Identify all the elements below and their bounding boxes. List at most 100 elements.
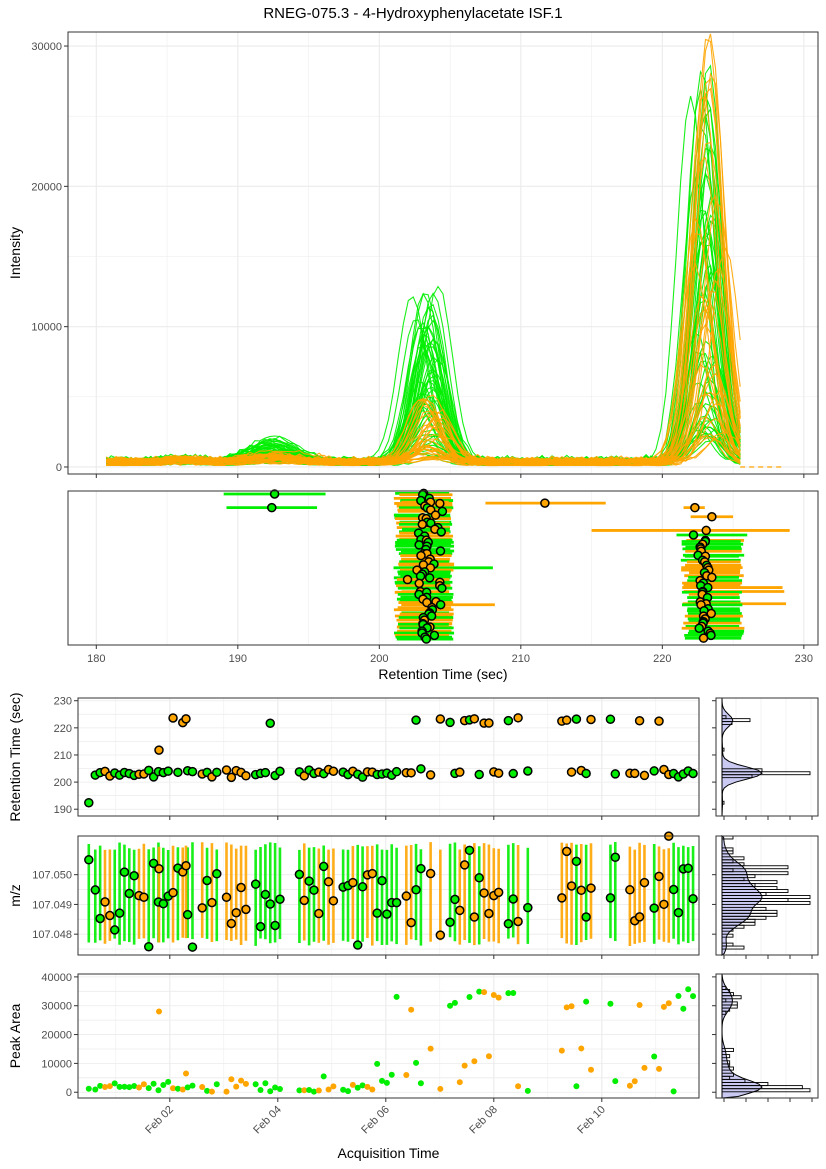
mz-point: [484, 908, 494, 919]
area-point: [315, 1087, 322, 1094]
mz-point: [304, 876, 314, 886]
area-ytick-label: 10000: [41, 1058, 72, 1070]
area-point: [505, 990, 512, 997]
mz-point: [367, 868, 378, 879]
mz-point: [605, 893, 616, 903]
mz-ytick-label: 107.050: [32, 870, 72, 882]
area-point: [680, 1005, 687, 1012]
area-point: [102, 1083, 108, 1090]
rt-range-point: [436, 527, 447, 537]
rt-range-point: [414, 578, 424, 589]
mz-point: [197, 903, 207, 913]
area-point: [150, 1080, 157, 1087]
area-point: [354, 1084, 361, 1091]
area-point: [126, 1084, 133, 1091]
area-point: [136, 1084, 143, 1091]
mz-point: [260, 889, 271, 900]
area-point: [607, 1000, 614, 1007]
eic-traces: [105, 33, 741, 467]
mz-point: [411, 885, 421, 895]
area-point: [369, 1086, 376, 1093]
area-point: [656, 1065, 663, 1072]
rt-point: [561, 715, 572, 725]
rt-range-point: [417, 519, 428, 530]
mz-histogram-bar: [721, 865, 789, 870]
rt-range-point: [402, 574, 413, 585]
mz-point: [250, 879, 261, 889]
area-point: [510, 989, 517, 996]
mz-point: [221, 892, 232, 903]
area-histogram-bar: [721, 985, 727, 990]
rt-range-point: [435, 546, 446, 556]
rt-range-point: [267, 502, 277, 513]
rt-ytick-label: 190: [54, 804, 72, 816]
rt-marks: [84, 713, 698, 808]
area-point: [301, 1087, 308, 1094]
area-point: [641, 1064, 648, 1071]
rt-range-points: [267, 488, 717, 644]
area-point: [140, 1081, 147, 1088]
eic-ytick-label: 30000: [31, 41, 62, 53]
mz-point: [231, 907, 241, 918]
mz-point: [139, 892, 149, 902]
mz-point: [654, 871, 664, 882]
area-point: [427, 1045, 434, 1052]
area-y-axis-label: Peak Area: [7, 1003, 23, 1068]
mz-point: [100, 897, 110, 907]
area-marks: [85, 986, 697, 1095]
area-point: [252, 1081, 259, 1088]
area-point: [374, 1060, 381, 1067]
rt-range-xtick-label: 210: [512, 653, 530, 665]
area-vs-time-panel: 0 10000 20000 30000 40000 Peak Area: [7, 972, 700, 1102]
mz-point: [493, 887, 504, 898]
rt-marginal-border: [715, 697, 819, 817]
mz-point: [503, 919, 514, 929]
area-point: [320, 1073, 327, 1080]
area-point: [242, 1080, 249, 1087]
rt-point: [654, 716, 664, 726]
acq-time-xtick-label: Feb 06: [359, 1104, 392, 1137]
eic-trace-orange: [106, 391, 741, 462]
mz-point: [207, 897, 217, 908]
mz-point: [154, 863, 164, 874]
area-point: [359, 1082, 366, 1089]
rt-point: [493, 768, 504, 778]
mz-point: [236, 882, 246, 893]
area-point: [447, 1002, 454, 1009]
rt-range-point: [694, 623, 704, 634]
eic-trace-orange: [106, 72, 741, 466]
area-point: [476, 988, 483, 995]
rt-ytick-label: 230: [54, 696, 72, 708]
mz-point: [352, 940, 363, 950]
area-point: [466, 993, 473, 1000]
mz-point: [523, 902, 533, 913]
area-point: [116, 1083, 123, 1090]
mz-marks: [84, 831, 698, 952]
rt-range-point: [416, 550, 426, 561]
rt-x-axis-label: Retention Time (sec): [378, 666, 507, 682]
rt-point: [84, 797, 94, 808]
rt-range-point: [437, 583, 447, 593]
area-point: [403, 1072, 410, 1079]
area-histogram-bar: [721, 1072, 734, 1077]
area-point: [174, 1085, 181, 1092]
area-histogram-bar: [721, 1047, 734, 1052]
mz-point: [416, 863, 426, 874]
rt-range-point: [424, 573, 435, 583]
rt-point: [163, 766, 173, 776]
mz-point: [406, 917, 416, 928]
area-point: [257, 1087, 264, 1094]
area-point: [456, 1079, 463, 1086]
rt-histogram-bar: [721, 768, 763, 773]
area-point: [267, 1088, 274, 1095]
mz-point: [557, 893, 567, 903]
mz-point: [401, 891, 412, 901]
rt-point: [605, 714, 616, 724]
mz-point: [445, 917, 455, 928]
mz-point: [659, 899, 669, 910]
area-point: [413, 1059, 420, 1066]
rt-point: [328, 766, 339, 777]
mz-point: [377, 875, 387, 886]
rt-point: [221, 765, 232, 775]
rt-range-point: [688, 530, 699, 540]
